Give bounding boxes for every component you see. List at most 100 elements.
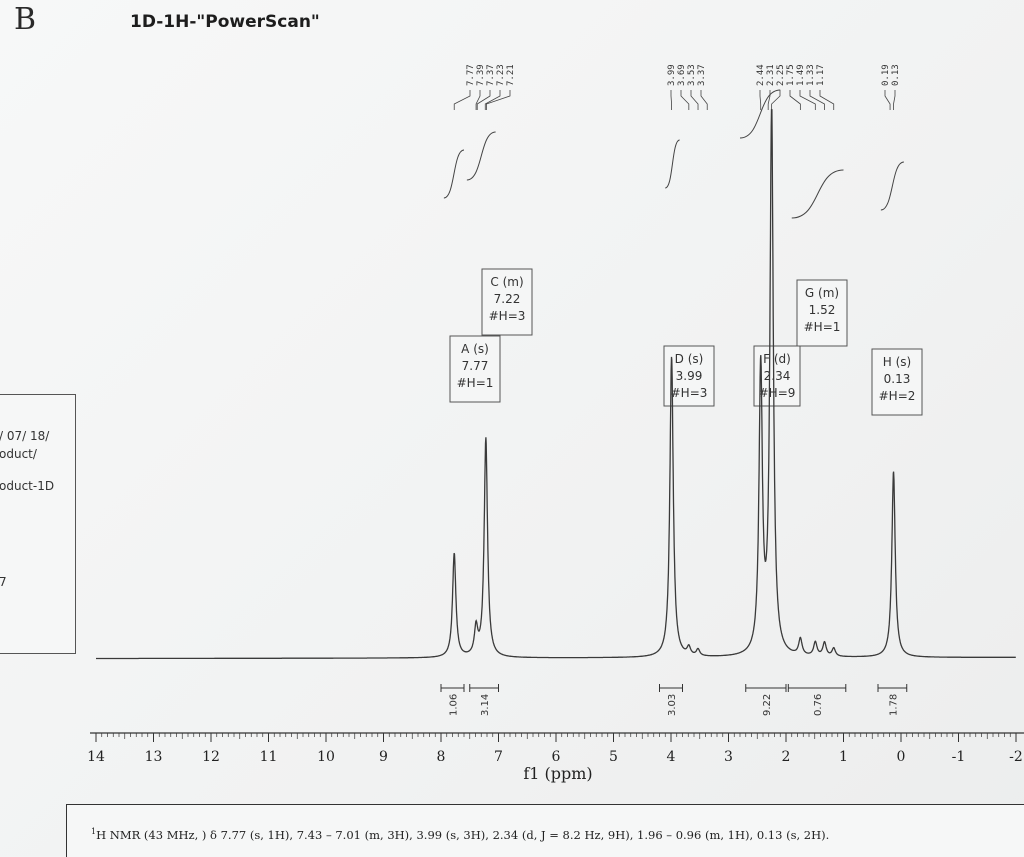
integration-value: 1.06 [449, 694, 460, 716]
x-axis: 14 13 12 11 10 9 8 7 6 5 4 3 2 1 0 -1 -2 [87, 732, 1024, 765]
multiplet-box [481, 268, 533, 336]
peak-label-connector [767, 90, 771, 110]
spectrum-line [96, 109, 1016, 660]
multiplet-boxes: C (m) 7.22 #H=3 A (s) 7.77 #H=1 D (s) 3.99 #H=3 F… [449, 268, 923, 416]
peak-label: 3.99 [667, 64, 677, 86]
peak-label-connector [771, 90, 781, 110]
x-tick-label: 0 [897, 749, 906, 765]
integral-curve [791, 169, 844, 219]
multiplet-box [796, 279, 848, 347]
peak-label-connector [670, 90, 672, 110]
peak-label-connector [680, 90, 690, 110]
peak-label: 3.37 [697, 64, 707, 86]
x-tick-label: 10 [317, 749, 335, 765]
peak-label: 1.75 [786, 64, 796, 86]
nmr-summary-superscript: 1 [91, 827, 97, 836]
peak-label-connector [700, 90, 708, 110]
peak-label-connector [690, 90, 699, 110]
x-tick-label: -2 [1009, 749, 1023, 765]
x-tick-label: 4 [667, 749, 676, 765]
x-tick-label: 9 [379, 749, 388, 765]
nmr-summary-box: 1H NMR (43 MHz, ) δ 7.77 (s, 1H), 7.43 –… [66, 804, 1024, 857]
peak-label: 1.17 [816, 64, 826, 86]
peak-label: 1.49 [796, 64, 806, 86]
x-tick-label: 5 [609, 749, 618, 765]
multiplet-box-line: 7.22 [494, 292, 521, 306]
integration-value: 1.78 [888, 694, 899, 716]
integration-value: 3.14 [480, 694, 491, 716]
multiplet-box-line: 3.99 [676, 369, 703, 383]
integral-curve [664, 139, 681, 189]
integration-value: 0.76 [813, 694, 824, 716]
peak-label-connector [884, 90, 891, 110]
multiplet-box-line: A (s) [461, 342, 489, 356]
multiplet-box-line: 1.52 [809, 303, 836, 317]
multiplet-box-line: D (s) [675, 352, 704, 366]
peak-label: 3.69 [677, 64, 687, 86]
multiplet-box-line: #H=1 [457, 376, 494, 390]
peak-label: 0.19 [881, 64, 891, 86]
x-axis-title: f1 (ppm) [523, 764, 592, 783]
nmr-spectrum-chart: 7.77 7.39 7.37 7.23 7.21 3.99 3.69 3.53 3.37 2.44… [87, 64, 1024, 783]
x-tick-label: 13 [145, 749, 163, 765]
page-title: 1D-1H-"PowerScan" [130, 12, 320, 32]
side-line-file: oduct-1D [0, 479, 55, 493]
peak-label-connector [759, 90, 762, 110]
x-tick-label: 8 [437, 749, 446, 765]
multiplet-box [871, 348, 923, 416]
integral-curve [739, 89, 781, 139]
integral-curve [466, 131, 496, 181]
peak-label-connector [799, 90, 816, 110]
x-tick-label: 1 [839, 749, 848, 765]
peak-label: 3.53 [687, 64, 697, 86]
side-line-date: / 07/ 18/ [0, 429, 50, 443]
peak-label-connector [789, 90, 801, 110]
peak-label: 0.13 [891, 64, 901, 86]
peak-label: 2.25 [776, 64, 786, 86]
integration-markers: 1.06 3.14 3.03 9.22 0.76 1.78 [440, 684, 908, 716]
integral-curve [880, 161, 905, 211]
peak-label: 7.23 [496, 64, 506, 86]
integral-curve [443, 149, 465, 199]
x-tick-label: 7 [494, 749, 503, 765]
side-line-number: 7 [0, 575, 7, 589]
nmr-summary-text: 1H NMR (43 MHz, ) δ 7.77 (s, 1H), 7.43 –… [91, 827, 829, 842]
integration-value: 3.03 [667, 694, 678, 716]
peak-label: 7.21 [506, 64, 516, 86]
multiplet-box-line: #H=3 [489, 309, 526, 323]
multiplet-box-line: 7.77 [462, 359, 489, 373]
peak-label: 1.33 [806, 64, 816, 86]
integration-value: 9.22 [762, 694, 773, 716]
peak-label-connector [809, 90, 825, 110]
multiplet-box-line: F (d) [763, 352, 791, 366]
multiplet-box-line: #H=9 [759, 386, 796, 400]
side-info-panel: / 07/ 18/ oduct/ oduct-1D 7 [0, 394, 76, 654]
peak-label: 7.37 [486, 64, 496, 86]
nmr-summary-body: H NMR (43 MHz, ) δ 7.77 (s, 1H), 7.43 – … [96, 827, 830, 842]
peak-label-group: 7.77 7.39 7.37 7.23 7.21 3.99 3.69 3.53 3.37 2.44… [453, 64, 901, 110]
multiplet-box-line: H (s) [883, 355, 911, 369]
multiplet-box-line: #H=1 [804, 320, 841, 334]
x-tick-label: -1 [952, 749, 966, 765]
x-tick-label: 2 [782, 749, 791, 765]
x-tick-label: 14 [87, 749, 105, 765]
multiplet-box-line: G (m) [805, 286, 839, 300]
multiplet-box-line: #H=2 [879, 389, 916, 403]
x-tick-label: 6 [552, 749, 561, 765]
handwritten-mark: B [14, 2, 37, 37]
peak-label: 7.77 [466, 64, 476, 86]
x-tick-label: 12 [202, 749, 220, 765]
multiplet-box-line: 2.34 [764, 369, 791, 383]
peak-label: 2.31 [766, 64, 776, 86]
x-tick-label: 3 [724, 749, 733, 765]
multiplet-box-line: C (m) [490, 275, 523, 289]
multiplet-box-line: #H=3 [671, 386, 708, 400]
peak-label: 2.44 [756, 64, 766, 86]
integral-curves [443, 89, 905, 219]
peak-label-connector [453, 90, 471, 110]
x-tick-label: 11 [260, 749, 278, 765]
side-line-path: oduct/ [0, 447, 37, 461]
peak-label-connector [476, 90, 491, 110]
peak-label-connector [484, 90, 501, 110]
